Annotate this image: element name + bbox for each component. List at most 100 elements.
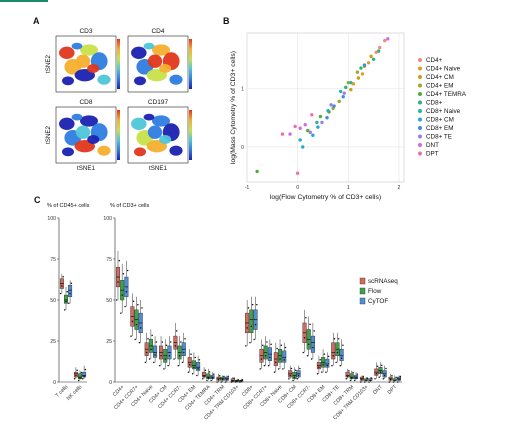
box-point xyxy=(234,381,237,383)
box-flow xyxy=(148,329,153,360)
panel-c-label: C xyxy=(34,195,41,205)
box-point xyxy=(364,381,366,383)
box-point xyxy=(135,323,138,326)
box-point xyxy=(66,291,69,293)
scatter-point xyxy=(341,94,345,99)
box-point xyxy=(241,378,244,381)
box-point xyxy=(160,355,162,357)
box-point xyxy=(224,381,227,383)
box-point xyxy=(385,367,387,370)
scatter-point xyxy=(326,109,330,113)
box-scrnaseq xyxy=(245,300,250,347)
box-iqr xyxy=(349,373,354,379)
tsne-colorbar xyxy=(189,110,192,160)
box-scrnaseq xyxy=(316,355,321,375)
box-point xyxy=(290,367,293,370)
box-point xyxy=(263,364,266,367)
scatter-point xyxy=(318,114,323,119)
box-cytof xyxy=(224,375,229,383)
box-point xyxy=(374,377,376,380)
box-point xyxy=(150,348,152,350)
legend-swatch xyxy=(359,287,366,295)
box-point xyxy=(178,355,181,357)
scatter-point xyxy=(360,72,365,76)
box-point xyxy=(251,303,254,306)
scatter-point xyxy=(316,125,320,129)
box-point xyxy=(193,366,195,368)
box-point xyxy=(325,371,327,373)
box-iqr xyxy=(64,294,68,304)
scatter-series-dnt xyxy=(288,37,390,136)
scatter-plot: -1 0 1 2 0 1 log(Flow Cytometry % of CD3+ cell… xyxy=(230,32,405,201)
box-point xyxy=(77,379,80,382)
panel-c: C % of CD45+ cells % of CD3+ cells 0 25 50… xyxy=(34,195,402,421)
box-point xyxy=(284,346,287,349)
box-point xyxy=(299,367,301,370)
box-point xyxy=(351,377,353,379)
tsne-cluster xyxy=(87,64,100,73)
legend-swatch xyxy=(359,297,366,305)
legend-label: DPT xyxy=(426,151,439,158)
box-point xyxy=(382,377,385,380)
box-point xyxy=(79,377,81,379)
legend-label: Flow xyxy=(368,288,382,295)
box-point xyxy=(383,374,386,377)
box-point xyxy=(188,364,191,366)
box-point xyxy=(339,364,342,367)
legend-label: CD8+ EM xyxy=(426,125,453,132)
scatter-point xyxy=(315,120,319,125)
box-point xyxy=(236,380,238,382)
box-flow xyxy=(321,349,326,373)
scatter-point xyxy=(371,57,376,61)
box-point xyxy=(82,377,84,380)
scatter-point xyxy=(325,116,329,120)
box-point xyxy=(131,320,134,323)
box-ytick-label: 0 xyxy=(109,380,112,386)
panel-a-label: A xyxy=(33,16,40,26)
box-point xyxy=(262,344,264,347)
box-point xyxy=(277,368,280,370)
tsne-cluster xyxy=(71,42,83,50)
box-point xyxy=(394,379,396,382)
box-point xyxy=(368,381,370,383)
box-iqr xyxy=(331,342,336,360)
scatter-point xyxy=(288,132,292,136)
box-flow xyxy=(191,352,196,375)
box-scrnaseq xyxy=(173,322,178,360)
legend-swatch xyxy=(418,126,422,130)
box-point xyxy=(76,369,78,371)
box-iqr xyxy=(191,360,196,370)
scatter-point xyxy=(310,113,314,117)
box-point xyxy=(392,381,395,383)
box-flow xyxy=(77,370,83,382)
box-flow xyxy=(163,339,168,370)
box-point xyxy=(75,374,77,377)
box-category-label: DNT xyxy=(372,384,384,396)
box-point xyxy=(297,374,300,377)
tsne-cluster xyxy=(62,76,74,86)
tsne-cluster xyxy=(80,44,98,56)
tsne-cluster xyxy=(97,74,111,85)
scatter-point xyxy=(359,66,363,70)
box-point xyxy=(378,376,380,378)
legend-label: CD8+ TE xyxy=(426,134,452,141)
box-point xyxy=(126,269,129,272)
panel-b: B -1 0 1 2 0 1 log(Flow Cytometry % of CD3+ ce… xyxy=(223,16,467,201)
box-iqr xyxy=(345,371,350,378)
tsne-cluster xyxy=(169,145,183,156)
box-point xyxy=(391,375,393,377)
box-scrnaseq xyxy=(331,332,336,367)
box-point xyxy=(175,330,178,332)
scatter-point xyxy=(301,145,305,149)
box-point xyxy=(227,375,229,378)
box-flow xyxy=(120,263,125,314)
box-point xyxy=(230,381,233,383)
tsne-map-title: CD8 xyxy=(79,99,92,106)
box-point xyxy=(221,378,224,381)
box-point xyxy=(191,373,194,375)
box-point xyxy=(321,371,323,373)
scatter-point xyxy=(255,169,259,174)
tsne-map-cd197: CD197 tSNE1 xyxy=(127,99,192,172)
